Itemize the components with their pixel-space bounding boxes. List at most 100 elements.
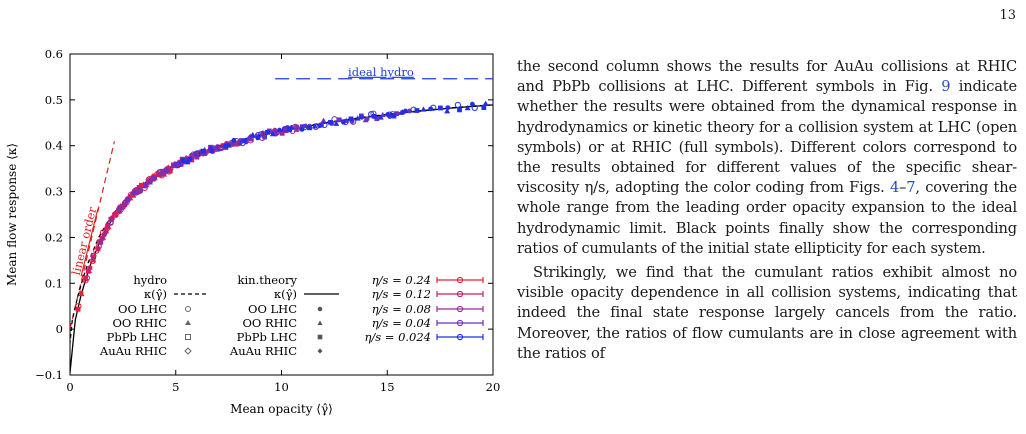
y-axis-label: Mean flow response ⟨κ⟩ xyxy=(5,143,19,286)
data-point xyxy=(471,104,478,111)
legend-hydro-header: hydro xyxy=(133,273,167,287)
data-point xyxy=(320,117,327,123)
linear-order-line xyxy=(70,141,115,330)
data-point xyxy=(269,131,276,137)
data-point xyxy=(95,246,101,252)
x-tick-label: 5 xyxy=(172,380,179,394)
data-point xyxy=(262,134,268,140)
ideal-hydro-label: ideal hydro xyxy=(348,65,414,79)
data-point xyxy=(277,127,282,133)
legend-eta-label: η/s = 0.024 xyxy=(364,330,431,344)
legend-eta-marker xyxy=(456,305,464,313)
body-text: the second column shows the results for … xyxy=(517,57,1017,364)
y-tick-label: 0.5 xyxy=(45,93,63,107)
figure-reference-link[interactable]: 9 xyxy=(941,78,951,96)
legend-eta-label: η/s = 0.04 xyxy=(372,316,431,330)
data-point xyxy=(457,107,462,113)
legend-marker-open-square xyxy=(185,334,191,340)
figure-reference-link[interactable]: 7 xyxy=(906,179,916,197)
y-tick-label: 0 xyxy=(56,322,63,336)
data-point xyxy=(265,129,270,135)
legend-eta-label: η/s = 0.08 xyxy=(372,302,431,316)
text-run: – xyxy=(899,179,907,197)
data-point xyxy=(333,120,340,126)
data-point xyxy=(136,184,142,190)
data-point xyxy=(414,108,420,113)
paragraph-2: Strikingly, we find that the cumulant ra… xyxy=(517,263,1017,364)
text-run: , covering the whole range from the lead… xyxy=(517,179,1017,257)
data-point xyxy=(354,115,361,121)
data-point xyxy=(420,106,427,112)
data-point xyxy=(438,105,443,111)
data-point xyxy=(307,125,312,131)
legend-marker-open-circle xyxy=(185,306,191,312)
data-point xyxy=(399,109,406,115)
x-tick-label: 20 xyxy=(486,380,501,394)
data-point xyxy=(189,152,194,158)
legend-hydro-system: AuAu RHIC xyxy=(99,344,167,358)
data-point xyxy=(394,111,399,117)
linear-order-label: linear order xyxy=(69,205,100,276)
text-run: Strikingly, we find that the cumulant ra… xyxy=(517,264,1017,362)
legend-hydro-kappa: κ(γ̂) xyxy=(144,287,167,301)
legend-marker-filled-circle xyxy=(317,306,323,312)
data-point xyxy=(187,156,193,162)
y-tick-label: 0.4 xyxy=(45,139,63,153)
data-point xyxy=(152,175,158,181)
data-point xyxy=(385,112,391,117)
data-point xyxy=(195,151,202,158)
figure-9: −0.1 0 0.1 0.2 0.3 0.4 0.5 0.6 0 5 10 15 20 Mean opac… xyxy=(0,30,505,434)
legend-marker-filled-triangle xyxy=(317,320,323,325)
data-point xyxy=(371,113,377,119)
data-point xyxy=(430,104,437,111)
y-tick-label: 0.3 xyxy=(45,185,63,199)
data-point xyxy=(109,217,114,223)
data-point xyxy=(83,275,88,281)
data-point xyxy=(377,114,384,120)
data-point xyxy=(231,137,237,143)
data-point xyxy=(146,179,153,185)
data-point xyxy=(288,124,295,130)
plot-area xyxy=(70,78,493,373)
data-point xyxy=(122,202,128,208)
data-point xyxy=(112,211,117,217)
data-point xyxy=(336,117,342,123)
y-tick-label: 0.2 xyxy=(45,230,63,244)
x-tick-label: 15 xyxy=(380,380,395,394)
y-tick-label: 0.6 xyxy=(45,47,63,61)
data-point xyxy=(157,169,164,176)
x-axis-label: Mean opacity ⟨γ̂⟩ xyxy=(230,402,333,416)
data-point xyxy=(481,105,487,111)
legend-eta-label: η/s = 0.12 xyxy=(372,287,431,301)
y-tick-label: 0.1 xyxy=(45,276,63,290)
data-point xyxy=(279,130,285,136)
legend-kin-header: kin.theory xyxy=(238,273,298,287)
legend-kin-system: OO LHC xyxy=(248,302,297,316)
figure-reference-link[interactable]: 4 xyxy=(889,179,900,197)
data-point xyxy=(117,206,124,213)
legend-eta-marker xyxy=(456,319,464,327)
legend-hydro-system: OO RHIC xyxy=(112,316,167,330)
legend-marker-open-diamond xyxy=(184,347,192,355)
data-point xyxy=(167,168,173,174)
data-point xyxy=(317,123,322,129)
legend-hydro-system: PbPb LHC xyxy=(107,330,168,344)
data-point xyxy=(482,100,489,106)
data-point xyxy=(142,183,148,189)
data-point xyxy=(83,274,90,282)
paragraph-1: the second column shows the results for … xyxy=(517,57,1017,259)
data-point xyxy=(402,108,408,114)
legend-hydro-system: OO LHC xyxy=(118,302,167,316)
data-point xyxy=(225,142,232,148)
data-point xyxy=(78,290,84,296)
legend-eta-label: η/s = 0.24 xyxy=(372,273,431,287)
legend-eta-marker xyxy=(456,290,464,298)
legend-eta-marker xyxy=(456,333,464,341)
data-point xyxy=(391,113,397,119)
data-point xyxy=(125,197,131,203)
data-point xyxy=(364,116,370,122)
legend-kin-system: PbPb LHC xyxy=(237,330,298,344)
data-point xyxy=(86,264,93,270)
data-point xyxy=(132,190,138,196)
data-point xyxy=(359,114,365,120)
